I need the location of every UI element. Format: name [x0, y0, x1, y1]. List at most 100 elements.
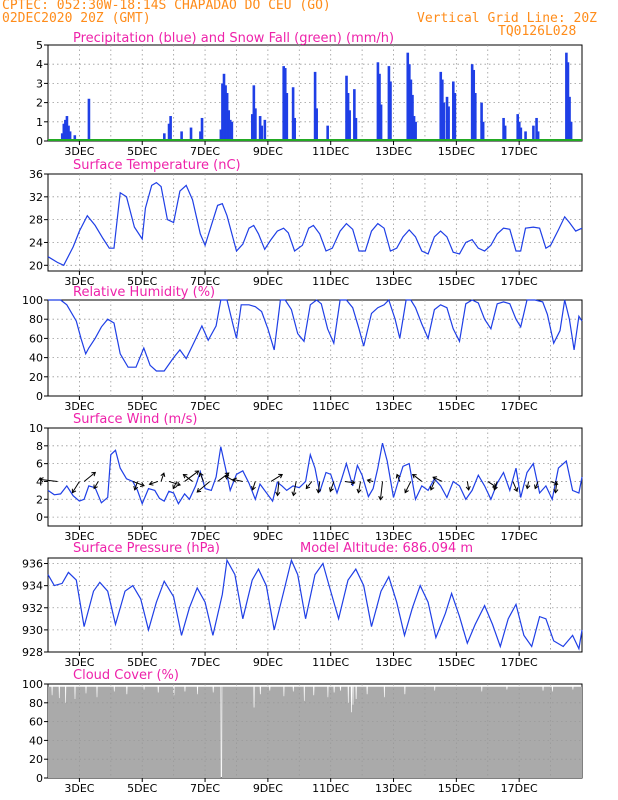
x-tick-label: 15DEC: [438, 656, 475, 669]
precip-bar: [167, 123, 171, 141]
y-tick-label: 32: [29, 191, 43, 204]
precip-bar: [453, 93, 457, 141]
precip-bar: [219, 129, 223, 141]
x-tick-label: 9DEC: [253, 145, 283, 158]
wind-vector-head: [395, 473, 401, 479]
wind-vector-head: [251, 485, 256, 491]
wind-vector-head: [133, 485, 139, 491]
wind-vector: [412, 474, 423, 482]
precip-bar: [62, 123, 66, 141]
precip-bar: [519, 127, 523, 141]
wind-vector-head: [196, 487, 202, 493]
header-run-code: TQ0126L028: [498, 24, 577, 39]
precip-bar: [480, 102, 483, 141]
y-tick-label: 930: [22, 624, 43, 637]
precip-bar: [517, 121, 521, 141]
y-tick-label: 8: [36, 440, 43, 453]
precip-bar: [409, 79, 413, 141]
x-tick-label: 3DEC: [64, 530, 94, 543]
x-tick-label: 9DEC: [253, 782, 283, 795]
wind-vector: [39, 478, 58, 482]
y-tick-label: 2: [36, 493, 43, 506]
panel-3: 0 20 40 60 80 100 3DEC 5DEC 7DEC 9DEC 11DEC 13DEC 15…: [22, 285, 583, 413]
wind-vector-head: [198, 472, 204, 478]
wind-vector-head: [534, 484, 539, 490]
x-tick-label: 13DEC: [375, 275, 412, 288]
x-tick-label: 15DEC: [438, 145, 475, 158]
precip-bar: [412, 116, 416, 141]
y-tick-label: 10: [29, 422, 43, 435]
y-tick-label: 40: [29, 734, 43, 747]
precip-bar: [180, 131, 183, 141]
panel-annotation: Model Altitude: 686.094 m: [300, 541, 473, 556]
panel-2: 20 24 28 32 36 3DEC 5DEC 7DEC 9DEC 11DEC 13DEC 15DE…: [29, 158, 583, 288]
wind-vector-head: [553, 480, 559, 486]
wind-vector-head: [182, 473, 188, 479]
wind-vector: [292, 481, 297, 496]
x-tick-label: 11DEC: [312, 656, 349, 669]
wind-vector: [183, 474, 193, 482]
wind-vector: [172, 481, 178, 489]
precip-bar: [447, 106, 450, 141]
y-tick-label: 80: [29, 697, 43, 710]
wind-vector: [379, 481, 384, 500]
x-tick-label: 9DEC: [253, 530, 283, 543]
series-line: [47, 558, 583, 651]
precip-bar: [87, 98, 91, 141]
y-tick-label: 28: [29, 214, 43, 227]
wind-vector-head: [139, 482, 145, 487]
x-tick-label: 3DEC: [64, 145, 94, 158]
x-tick-label: 13DEC: [375, 530, 412, 543]
y-tick-label: 0: [36, 135, 43, 148]
precip-bar: [414, 121, 417, 141]
y-tick-label: 20: [29, 753, 43, 766]
precip-bar: [224, 85, 227, 141]
wind-vector-head: [329, 487, 334, 493]
x-tick-label: 9DEC: [253, 656, 283, 669]
wind-vector: [305, 481, 313, 489]
precip-bar: [199, 131, 202, 141]
precip-bar: [258, 116, 262, 141]
x-tick-label: 5DEC: [127, 145, 157, 158]
wind-vector: [276, 481, 280, 496]
precip-bar: [252, 85, 256, 141]
precip-bar: [225, 93, 229, 141]
y-tick-label: 60: [29, 716, 43, 729]
panel-5: 928 930 932 934 936 3DEC 5DEC 7DEC 9DEC 11DEC 13DE…: [22, 541, 583, 669]
y-tick-label: 80: [29, 313, 43, 326]
x-tick-label: 17DEC: [501, 275, 538, 288]
panel-title: Precipitation (blue) and Snow Fall (gree…: [73, 31, 394, 46]
y-tick-label: 24: [29, 236, 43, 249]
x-tick-label: 15DEC: [438, 530, 475, 543]
precip-bar: [536, 131, 540, 141]
precip-bar: [263, 119, 267, 141]
precip-bar: [408, 64, 411, 141]
panel-4: 0 2 4 6 8 10 3DEC 5DEC 7DEC 9DEC 11DEC 13DEC 15DEC 17…: [29, 412, 583, 543]
wind-vector-head: [432, 476, 438, 481]
precip-bar: [291, 87, 295, 141]
panel-title: Surface Wind (m/s): [73, 412, 197, 427]
precip-bar: [260, 125, 263, 141]
x-tick-label: 17DEC: [501, 530, 538, 543]
x-tick-label: 13DEC: [375, 145, 412, 158]
x-tick-label: 7DEC: [190, 782, 220, 795]
precip-bar: [228, 119, 232, 141]
x-tick-label: 11DEC: [312, 275, 349, 288]
precip-bar: [378, 73, 381, 141]
precip-bar: [387, 66, 391, 141]
precip-bar: [64, 119, 67, 141]
wind-vector: [199, 472, 204, 482]
precip-bar: [445, 96, 449, 141]
precip-bar: [60, 133, 64, 141]
wind-vector: [252, 481, 256, 491]
x-tick-label: 15DEC: [438, 782, 475, 795]
precip-bar: [221, 83, 224, 141]
y-tick-label: 100: [22, 678, 43, 691]
precip-bar: [65, 116, 69, 141]
y-tick-label: 0: [36, 772, 43, 785]
x-tick-label: 5DEC: [127, 275, 157, 288]
wind-vector: [217, 472, 230, 482]
wind-vector: [71, 481, 80, 493]
y-tick-label: 2: [36, 97, 43, 110]
